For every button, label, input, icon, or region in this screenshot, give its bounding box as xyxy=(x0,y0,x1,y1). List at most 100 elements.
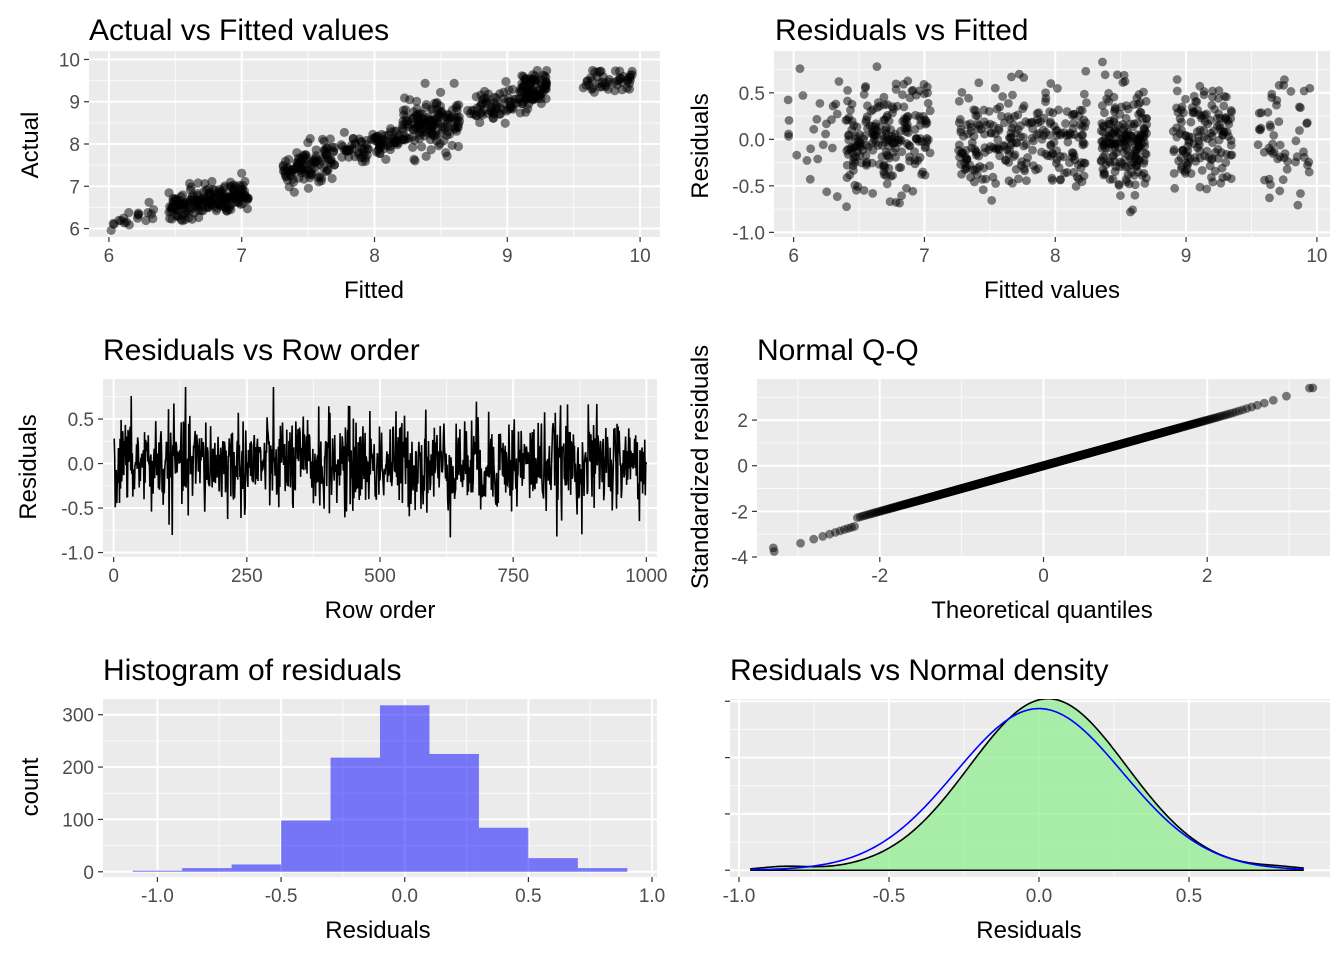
data-point xyxy=(500,118,510,128)
data-point xyxy=(124,208,134,218)
data-point xyxy=(1013,110,1023,120)
data-point xyxy=(863,101,872,111)
x-tick-label: 1.0 xyxy=(639,886,665,907)
data-point xyxy=(1054,105,1063,115)
data-point xyxy=(144,197,154,207)
x-tick-label: 0.0 xyxy=(1026,886,1052,907)
data-point xyxy=(997,111,1006,121)
data-point xyxy=(1168,126,1178,136)
data-point xyxy=(1137,170,1147,180)
data-point xyxy=(795,64,805,74)
data-point xyxy=(1217,163,1227,173)
data-point xyxy=(1286,87,1296,96)
data-point xyxy=(1022,176,1031,185)
data-point xyxy=(1018,104,1028,114)
data-point xyxy=(862,157,872,167)
data-point xyxy=(1019,132,1028,142)
data-point xyxy=(1112,70,1122,80)
data-point xyxy=(970,166,980,175)
data-point xyxy=(360,156,371,167)
data-point xyxy=(1222,172,1232,181)
data-point xyxy=(1038,125,1048,135)
data-point xyxy=(284,154,294,165)
data-point xyxy=(420,78,430,88)
data-point xyxy=(982,120,991,130)
data-point xyxy=(842,202,851,212)
data-point xyxy=(882,112,891,122)
data-point xyxy=(327,173,337,184)
data-point xyxy=(993,135,1003,145)
data-point xyxy=(1119,70,1129,80)
plot-marks xyxy=(132,705,628,872)
data-point xyxy=(1006,133,1015,143)
data-point xyxy=(1067,148,1077,157)
data-point xyxy=(891,79,901,89)
data-point xyxy=(815,98,825,108)
data-point xyxy=(1210,148,1220,157)
data-point xyxy=(1299,152,1309,162)
y-axis-label: Actual xyxy=(17,112,44,179)
data-point xyxy=(964,93,973,103)
data-point xyxy=(859,185,869,195)
data-point xyxy=(990,83,1000,93)
y-tick-label: 8 xyxy=(69,135,80,156)
data-point xyxy=(880,137,890,147)
axis-ticks: 6 7 8 9 10 -1.0 -0.5 0.0 0.5 xyxy=(732,84,1327,267)
data-point xyxy=(1183,152,1193,161)
data-point xyxy=(1105,116,1114,126)
data-point xyxy=(970,144,980,154)
data-point xyxy=(894,163,904,172)
y-tick-label: 9 xyxy=(69,93,80,114)
data-point xyxy=(167,205,177,215)
data-point xyxy=(897,191,906,201)
data-point xyxy=(1055,130,1065,140)
data-point xyxy=(488,113,498,123)
data-point xyxy=(978,185,988,195)
data-point xyxy=(1063,137,1073,147)
y-axis-label: Residuals xyxy=(15,414,42,519)
data-point xyxy=(1062,168,1072,177)
data-point xyxy=(1034,108,1044,118)
data-point xyxy=(1263,108,1273,117)
data-point xyxy=(1221,112,1231,122)
data-point xyxy=(237,189,247,199)
data-point xyxy=(617,85,627,95)
data-point xyxy=(452,122,462,132)
x-tick-label: -1.0 xyxy=(141,886,174,907)
x-tick-label: 0.5 xyxy=(515,886,541,907)
data-point xyxy=(818,140,828,150)
x-tick-label: -2 xyxy=(871,566,888,587)
data-point xyxy=(879,92,889,102)
x-tick-label: 250 xyxy=(231,566,263,587)
data-point xyxy=(979,163,988,173)
panel-title: Actual vs Fitted values xyxy=(89,14,389,47)
data-point xyxy=(1140,178,1150,188)
data-point xyxy=(881,171,891,181)
data-point xyxy=(861,81,871,91)
data-point xyxy=(426,145,436,155)
data-point xyxy=(882,179,892,189)
data-point xyxy=(1202,134,1212,144)
data-point xyxy=(872,103,882,112)
data-point xyxy=(523,74,533,84)
panel-title: Residuals vs Normal density xyxy=(730,654,1108,687)
data-point xyxy=(373,131,383,141)
data-point xyxy=(449,78,459,88)
y-tick-label: 2 xyxy=(737,411,748,432)
data-point xyxy=(802,156,812,165)
data-point xyxy=(832,192,842,201)
data-point xyxy=(180,209,190,220)
data-point xyxy=(923,135,933,145)
data-point xyxy=(1195,182,1205,192)
panel-title: Residuals vs Fitted xyxy=(775,14,1028,47)
x-tick-label: 9 xyxy=(1181,246,1192,267)
data-point xyxy=(902,112,912,122)
data-point xyxy=(505,102,515,112)
panel-residuals-vs-fitted: Residuals vs Fitted Fitted values Residu… xyxy=(687,14,1330,304)
data-point xyxy=(1295,126,1304,135)
data-point xyxy=(843,85,852,95)
x-tick-label: 10 xyxy=(1306,246,1327,267)
data-point xyxy=(420,131,430,141)
data-point xyxy=(805,174,815,184)
data-point xyxy=(416,142,427,152)
